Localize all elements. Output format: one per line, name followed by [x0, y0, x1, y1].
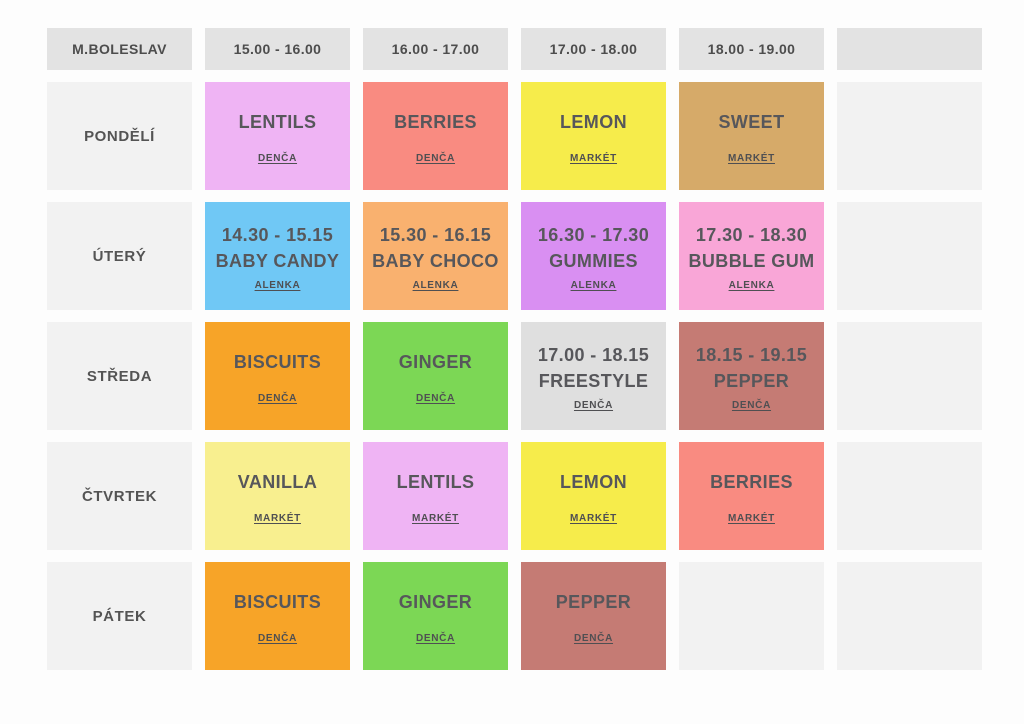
empty-cell	[679, 562, 824, 670]
event-cell: GINGER DENČA	[363, 322, 508, 430]
empty-cell	[837, 442, 982, 550]
time-header-cell: 17.00 - 18.00	[521, 28, 666, 70]
coach-link[interactable]: MARKÉT	[728, 152, 775, 164]
event-title: BISCUITS	[233, 351, 322, 372]
time-header-label: 17.00 - 18.00	[549, 41, 638, 57]
empty-cell	[837, 202, 982, 310]
day-label: STŘEDA	[86, 367, 153, 385]
event-title: PEPPER	[555, 591, 632, 612]
event-cell: LEMON MARKÉT	[521, 82, 666, 190]
coach-link[interactable]: MARKÉT	[570, 512, 617, 524]
coach-link[interactable]: DENČA	[415, 632, 456, 644]
event-title: FREESTYLE	[538, 370, 649, 391]
event-cell: PEPPER DENČA	[521, 562, 666, 670]
time-header-cell: 18.00 - 19.00	[679, 28, 824, 70]
event-time: 15.30 - 16.15	[379, 224, 492, 245]
day-cell: PONDĚLÍ	[47, 82, 192, 190]
coach-link[interactable]: ALENKA	[254, 279, 301, 291]
day-cell: PÁTEK	[47, 562, 192, 670]
coach-link[interactable]: DENČA	[573, 632, 614, 644]
coach-link[interactable]: DENČA	[415, 392, 456, 404]
event-title: BUBBLE GUM	[688, 250, 815, 271]
event-title: GUMMIES	[549, 250, 638, 271]
event-time: 18.15 - 19.15	[695, 344, 808, 365]
event-cell: 17.00 - 18.15 FREESTYLE DENČA	[521, 322, 666, 430]
day-cell: ČTVRTEK	[47, 442, 192, 550]
event-cell: BERRIES MARKÉT	[679, 442, 824, 550]
event-title: LEMON	[560, 111, 627, 132]
event-title: LENTILS	[396, 471, 475, 492]
header-empty-cell	[837, 28, 982, 70]
coach-link[interactable]: MARKÉT	[570, 152, 617, 164]
coach-link[interactable]: DENČA	[257, 392, 298, 404]
event-cell: LENTILS DENČA	[205, 82, 350, 190]
coach-link[interactable]: ALENKA	[570, 279, 617, 291]
event-time: 14.30 - 15.15	[221, 224, 334, 245]
empty-cell	[837, 322, 982, 430]
day-cell: STŘEDA	[47, 322, 192, 430]
coach-link[interactable]: MARKÉT	[254, 512, 301, 524]
coach-link[interactable]: DENČA	[257, 152, 298, 164]
event-title: BERRIES	[394, 111, 477, 132]
event-title: BABY CHOCO	[372, 250, 499, 271]
day-label: PONDĚLÍ	[84, 127, 155, 145]
event-title: SWEET	[718, 111, 785, 132]
event-time: 17.00 - 18.15	[537, 344, 650, 365]
event-cell: 17.30 - 18.30 BUBBLE GUM ALENKA	[679, 202, 824, 310]
event-cell: GINGER DENČA	[363, 562, 508, 670]
event-cell: 18.15 - 19.15 PEPPER DENČA	[679, 322, 824, 430]
coach-link[interactable]: DENČA	[415, 152, 456, 164]
event-title: GINGER	[398, 351, 473, 372]
coach-link[interactable]: MARKÉT	[728, 512, 775, 524]
empty-cell	[837, 82, 982, 190]
time-header-label: 16.00 - 17.00	[391, 41, 480, 57]
coach-link[interactable]: DENČA	[573, 399, 614, 411]
corner-label: M.BOLESLAV	[72, 41, 167, 57]
event-cell: BISCUITS DENČA	[205, 322, 350, 430]
event-title: LEMON	[560, 471, 627, 492]
event-cell: 15.30 - 16.15 BABY CHOCO ALENKA	[363, 202, 508, 310]
coach-link[interactable]: DENČA	[257, 632, 298, 644]
event-title: LENTILS	[238, 111, 317, 132]
corner-cell: M.BOLESLAV	[47, 28, 192, 70]
coach-link[interactable]: ALENKA	[728, 279, 775, 291]
event-cell: LEMON MARKÉT	[521, 442, 666, 550]
event-title: PEPPER	[713, 370, 790, 391]
day-label: ÚTERÝ	[92, 247, 147, 265]
event-title: BABY CANDY	[215, 250, 340, 271]
time-header-label: 15.00 - 16.00	[233, 41, 322, 57]
time-header-label: 18.00 - 19.00	[707, 41, 796, 57]
time-header-cell: 16.00 - 17.00	[363, 28, 508, 70]
time-header-cell: 15.00 - 16.00	[205, 28, 350, 70]
coach-link[interactable]: ALENKA	[412, 279, 459, 291]
event-cell: SWEET MARKÉT	[679, 82, 824, 190]
event-cell: 14.30 - 15.15 BABY CANDY ALENKA	[205, 202, 350, 310]
event-time: 16.30 - 17.30	[537, 224, 650, 245]
event-cell: 16.30 - 17.30 GUMMIES ALENKA	[521, 202, 666, 310]
event-title: VANILLA	[237, 471, 318, 492]
event-cell: BISCUITS DENČA	[205, 562, 350, 670]
day-label: ČTVRTEK	[81, 487, 158, 505]
day-cell: ÚTERÝ	[47, 202, 192, 310]
day-label: PÁTEK	[92, 607, 147, 625]
schedule-grid: M.BOLESLAV 15.00 - 16.00 16.00 - 17.00 17.0…	[47, 28, 982, 670]
event-title: BISCUITS	[233, 591, 322, 612]
event-cell: BERRIES DENČA	[363, 82, 508, 190]
event-title: BERRIES	[710, 471, 793, 492]
empty-cell	[837, 562, 982, 670]
event-title: GINGER	[398, 591, 473, 612]
event-cell: VANILLA MARKÉT	[205, 442, 350, 550]
event-cell: LENTILS MARKÉT	[363, 442, 508, 550]
coach-link[interactable]: DENČA	[731, 399, 772, 411]
coach-link[interactable]: MARKÉT	[412, 512, 459, 524]
event-time: 17.30 - 18.30	[695, 224, 808, 245]
